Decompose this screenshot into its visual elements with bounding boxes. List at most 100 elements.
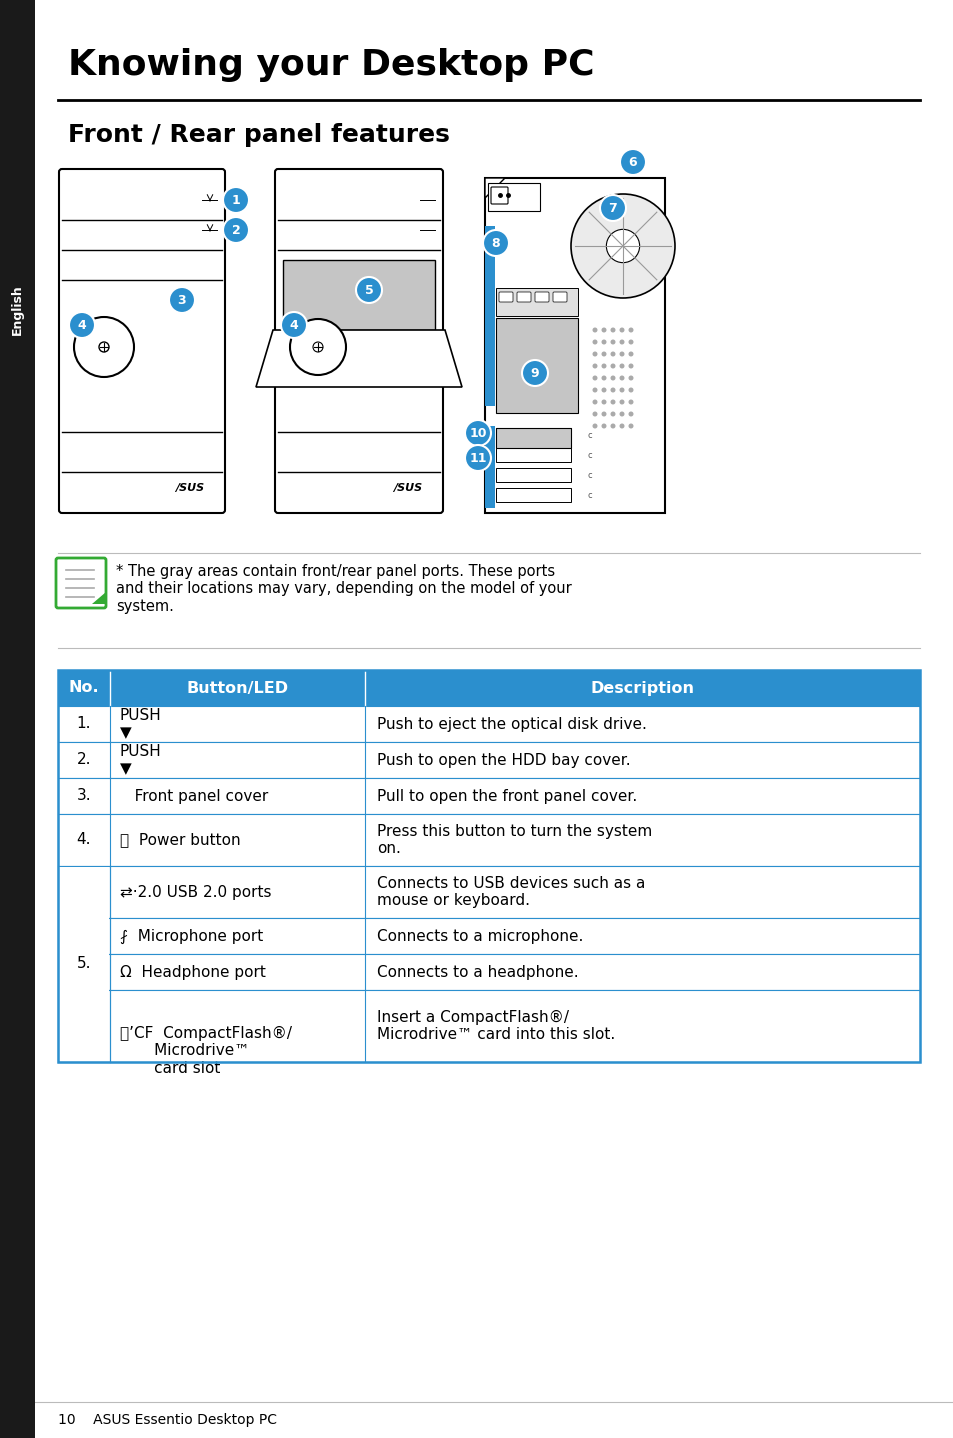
Circle shape: [628, 328, 633, 332]
Circle shape: [601, 339, 606, 345]
FancyBboxPatch shape: [484, 226, 495, 406]
Circle shape: [592, 339, 597, 345]
Circle shape: [610, 364, 615, 368]
Text: c: c: [587, 430, 592, 440]
Circle shape: [464, 444, 491, 472]
Circle shape: [69, 312, 95, 338]
Text: ⏻  Power button: ⏻ Power button: [120, 833, 240, 847]
Text: Connects to USB devices such as a
mouse or keyboard.: Connects to USB devices such as a mouse …: [376, 876, 644, 909]
Circle shape: [601, 387, 606, 393]
Circle shape: [618, 328, 624, 332]
Circle shape: [464, 420, 491, 446]
FancyBboxPatch shape: [496, 449, 571, 462]
Circle shape: [601, 364, 606, 368]
Polygon shape: [484, 178, 504, 198]
Text: ⇄·2.0 USB 2.0 ports: ⇄·2.0 USB 2.0 ports: [120, 884, 272, 900]
Circle shape: [290, 319, 346, 375]
Text: 8: 8: [491, 237, 499, 250]
FancyBboxPatch shape: [58, 989, 919, 1063]
FancyBboxPatch shape: [59, 867, 109, 1061]
FancyBboxPatch shape: [283, 260, 435, 329]
Text: Ⓒ’CF  CompactFlash®/
       Microdrive™
       card slot: Ⓒ’CF CompactFlash®/ Microdrive™ card slo…: [120, 1025, 292, 1076]
Text: English: English: [10, 285, 24, 335]
FancyBboxPatch shape: [0, 0, 35, 1438]
FancyBboxPatch shape: [496, 467, 571, 482]
Text: 1: 1: [232, 194, 240, 207]
Circle shape: [619, 150, 645, 175]
Text: No.: No.: [69, 680, 99, 696]
Circle shape: [592, 364, 597, 368]
Text: 4: 4: [290, 319, 298, 332]
Circle shape: [601, 424, 606, 429]
Text: Push to open the HDD bay cover.: Push to open the HDD bay cover.: [376, 752, 630, 768]
FancyBboxPatch shape: [56, 558, 106, 608]
Circle shape: [592, 387, 597, 393]
Circle shape: [601, 328, 606, 332]
Circle shape: [99, 342, 109, 352]
Circle shape: [610, 424, 615, 429]
Text: 6: 6: [628, 155, 637, 170]
Circle shape: [592, 424, 597, 429]
Text: Front panel cover: Front panel cover: [120, 788, 268, 804]
Circle shape: [618, 400, 624, 404]
Circle shape: [610, 400, 615, 404]
Circle shape: [628, 339, 633, 345]
FancyBboxPatch shape: [58, 742, 919, 778]
Circle shape: [355, 278, 381, 303]
Circle shape: [169, 288, 194, 313]
Circle shape: [628, 424, 633, 429]
Text: * The gray areas contain front/rear panel ports. These ports
and their locations: * The gray areas contain front/rear pane…: [116, 564, 571, 614]
Circle shape: [482, 230, 509, 256]
FancyBboxPatch shape: [274, 170, 442, 513]
Text: c: c: [587, 470, 592, 479]
Text: 7: 7: [608, 201, 617, 216]
Polygon shape: [255, 329, 461, 387]
FancyBboxPatch shape: [553, 292, 566, 302]
FancyBboxPatch shape: [496, 288, 578, 316]
Text: Description: Description: [590, 680, 694, 696]
Text: Connects to a microphone.: Connects to a microphone.: [376, 929, 583, 943]
Text: Insert a CompactFlash®/
Microdrive™ card into this slot.: Insert a CompactFlash®/ Microdrive™ card…: [376, 1009, 615, 1043]
Text: Press this button to turn the system
on.: Press this button to turn the system on.: [376, 824, 652, 856]
Text: Pull to open the front panel cover.: Pull to open the front panel cover.: [376, 788, 637, 804]
Text: c: c: [587, 490, 592, 499]
Circle shape: [610, 339, 615, 345]
Circle shape: [618, 411, 624, 417]
Circle shape: [628, 387, 633, 393]
Circle shape: [281, 312, 307, 338]
FancyBboxPatch shape: [58, 814, 919, 866]
Text: 4.: 4.: [76, 833, 91, 847]
Text: /SUS: /SUS: [174, 483, 204, 493]
Circle shape: [610, 387, 615, 393]
Circle shape: [592, 411, 597, 417]
Text: Connects to a headphone.: Connects to a headphone.: [376, 965, 578, 979]
Polygon shape: [91, 592, 106, 604]
Text: 5: 5: [364, 283, 373, 298]
FancyBboxPatch shape: [58, 953, 919, 989]
Circle shape: [601, 400, 606, 404]
Circle shape: [601, 351, 606, 357]
Circle shape: [223, 217, 249, 243]
FancyBboxPatch shape: [496, 429, 571, 449]
Circle shape: [601, 375, 606, 381]
FancyBboxPatch shape: [484, 178, 664, 513]
Circle shape: [610, 411, 615, 417]
Text: /SUS: /SUS: [393, 483, 421, 493]
Circle shape: [628, 351, 633, 357]
Text: 11: 11: [469, 452, 486, 464]
Text: PUSH
▼: PUSH ▼: [120, 743, 162, 777]
FancyBboxPatch shape: [488, 183, 539, 211]
Text: 3: 3: [177, 293, 186, 306]
FancyBboxPatch shape: [491, 187, 507, 204]
Circle shape: [628, 400, 633, 404]
FancyBboxPatch shape: [59, 170, 225, 513]
Circle shape: [618, 364, 624, 368]
Circle shape: [618, 424, 624, 429]
FancyBboxPatch shape: [58, 778, 919, 814]
FancyBboxPatch shape: [58, 917, 919, 953]
Text: ⨏  Microphone port: ⨏ Microphone port: [120, 929, 263, 943]
FancyBboxPatch shape: [517, 292, 531, 302]
Text: 10    ASUS Essentio Desktop PC: 10 ASUS Essentio Desktop PC: [58, 1414, 276, 1426]
FancyBboxPatch shape: [496, 318, 578, 413]
Text: Front / Rear panel features: Front / Rear panel features: [68, 124, 450, 147]
